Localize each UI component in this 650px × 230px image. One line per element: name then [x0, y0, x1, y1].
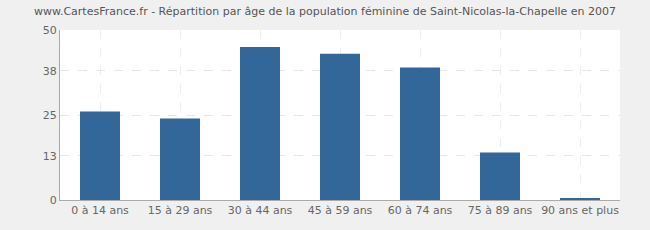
svg-text:25: 25 — [43, 109, 57, 122]
svg-text:13: 13 — [43, 150, 57, 163]
svg-text:38: 38 — [43, 65, 57, 78]
svg-text:15 à 29 ans: 15 à 29 ans — [148, 204, 213, 217]
svg-text:90 ans et plus: 90 ans et plus — [541, 204, 619, 217]
svg-text:0: 0 — [50, 194, 57, 207]
svg-text:0 à 14 ans: 0 à 14 ans — [71, 204, 129, 217]
svg-text:45 à 59 ans: 45 à 59 ans — [308, 204, 373, 217]
svg-text:60 à 74 ans: 60 à 74 ans — [388, 204, 453, 217]
svg-text:50: 50 — [43, 24, 57, 37]
svg-text:75 à 89 ans: 75 à 89 ans — [468, 204, 533, 217]
svg-text:www.CartesFrance.fr - Répartit: www.CartesFrance.fr - Répartition par âg… — [34, 5, 616, 18]
svg-text:30 à 44 ans: 30 à 44 ans — [228, 204, 293, 217]
